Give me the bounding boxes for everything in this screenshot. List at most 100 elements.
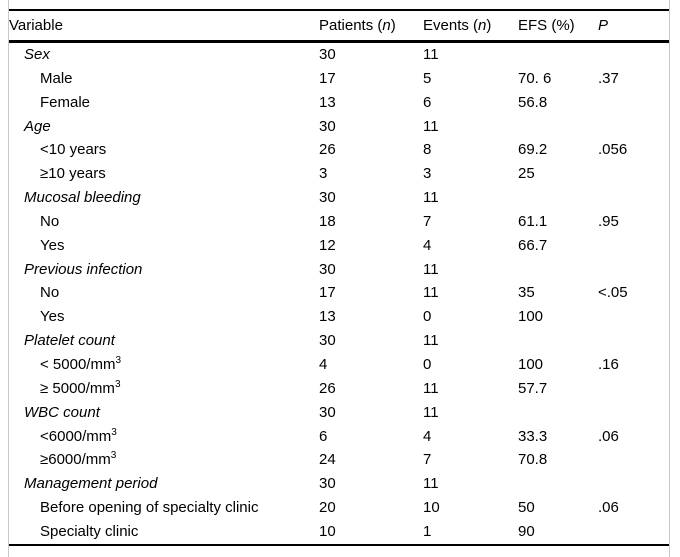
table-row: Sex 30 11 (9, 42, 669, 67)
p-cell (598, 520, 669, 545)
variable-cell: <6000/mm3 (40, 426, 117, 445)
p-cell: .16 (598, 355, 619, 373)
patients-cell: 17 (319, 284, 336, 302)
variable-cell: Mucosal bleeding (24, 189, 141, 207)
p-cell (598, 91, 669, 115)
variable-cell: Before opening of specialty clinic (40, 499, 259, 517)
patients-cell: 30 (319, 260, 336, 278)
events-cell: 0 (423, 308, 432, 326)
events-cell: 11 (423, 189, 439, 207)
p-cell (598, 234, 669, 258)
variable-cell: Specialty clinic (40, 522, 139, 540)
patients-cell: 3 (319, 165, 328, 183)
superscript-unit: 3 (115, 354, 122, 366)
patients-cell: 10 (319, 522, 336, 540)
patients-cell: 30 (319, 46, 336, 63)
variable-cell: Platelet count (24, 332, 115, 350)
efs-cell: 57.7 (518, 379, 548, 397)
table-row: < 5000/mm3 4 0 100 .16 (9, 353, 669, 377)
table-row: Management period 30 11 (9, 472, 669, 496)
events-cell: 11 (423, 260, 439, 278)
patients-cell: 4 (319, 355, 328, 373)
p-cell (598, 162, 669, 186)
patients-cell: 30 (319, 403, 336, 421)
efs-cell: 66.7 (518, 236, 548, 254)
column-header-text: Variable (9, 17, 63, 34)
column-header-events: Events (n) (423, 10, 518, 42)
p-cell: .056 (598, 141, 628, 159)
variable-cell: Female (40, 93, 91, 111)
column-header-text: Events ( (423, 17, 479, 34)
variable-cell: WBC count (24, 403, 100, 421)
efs-cell: 25 (518, 165, 535, 183)
patients-cell: 18 (319, 212, 336, 230)
p-cell (598, 258, 669, 282)
variable-cell: Previous infection (24, 260, 143, 278)
efs-cell: 33.3 (518, 427, 548, 445)
table-row: Yes 13 0 100 (9, 305, 669, 329)
patients-cell: 30 (319, 117, 336, 135)
efs-cell: 50 (518, 499, 535, 517)
table-row: Yes 12 4 66.7 (9, 234, 669, 258)
table-body: Sex 30 11 Male 17 5 70. 6.37 Female 13 6 56.8 Age 30… (9, 42, 669, 545)
patients-cell: 30 (319, 332, 336, 350)
efs-cell (518, 115, 598, 139)
variable-cell: Yes (40, 236, 65, 254)
efs-cell: 100 (518, 308, 544, 326)
header-row: Variable Patients (n) Events (n) EFS (%) P (9, 10, 669, 42)
efs-cell (518, 258, 598, 282)
p-cell: .95 (598, 212, 619, 230)
patients-cell: 30 (319, 475, 336, 493)
patients-cell: 26 (319, 379, 336, 397)
variable-cell: Age (24, 117, 51, 135)
table-row: ≥10 years 3 3 25 (9, 162, 669, 186)
efs-cell (518, 42, 598, 67)
efs-cell (518, 186, 598, 210)
table-row: Platelet count 30 11 (9, 329, 669, 353)
superscript-unit: 3 (114, 378, 121, 390)
table-row: Before opening of specialty clinic 20 10 50… (9, 496, 669, 520)
events-cell: 11 (423, 332, 439, 350)
p-cell (598, 401, 669, 425)
table-row: No 17 11 35 <.05 (9, 281, 669, 305)
patients-cell: 12 (319, 236, 336, 254)
efs-cell: 90 (518, 522, 535, 540)
events-cell: 11 (423, 284, 439, 302)
p-cell (598, 305, 669, 329)
p-cell (598, 448, 669, 472)
efs-cell: 70. 6 (518, 69, 552, 87)
superscript-unit: 3 (111, 426, 117, 438)
efs-cell: 35 (518, 284, 535, 302)
efs-cell: 70.8 (518, 451, 548, 469)
column-header-text: EFS (%) (518, 17, 575, 34)
variable-cell: Yes (40, 308, 65, 326)
efs-cell (518, 472, 598, 496)
column-header-text: P (598, 17, 609, 34)
p-cell: <.05 (598, 284, 628, 302)
table-row: ≥ 5000/mm3 26 11 57.7 (9, 377, 669, 401)
variable-cell: ≥6000/mm3 (40, 450, 117, 469)
patients-cell: 30 (319, 189, 336, 207)
events-cell: 11 (423, 379, 439, 397)
events-cell: 7 (423, 212, 432, 230)
patients-cell: 13 (319, 308, 336, 326)
table-row: Specialty clinic 10 1 90 (9, 520, 669, 545)
variable-cell: ≥ 5000/mm3 (40, 378, 121, 397)
variable-cell: Sex (24, 46, 50, 63)
events-cell: 11 (423, 475, 439, 493)
variable-cell: <10 years (40, 141, 107, 159)
p-cell: .06 (598, 499, 619, 517)
variable-cell: Male (40, 69, 73, 87)
events-cell: 11 (423, 403, 439, 421)
events-cell: 0 (423, 355, 432, 373)
superscript-unit: 3 (110, 450, 117, 462)
table-row: Previous infection 30 11 (9, 258, 669, 282)
p-cell (598, 472, 669, 496)
events-cell: 11 (423, 117, 439, 135)
p-cell (598, 42, 669, 67)
p-cell (598, 329, 669, 353)
column-header-text: n (478, 17, 487, 34)
efs-cell: 69.2 (518, 141, 548, 159)
patients-cell: 24 (319, 451, 336, 469)
patients-cell: 20 (319, 499, 336, 517)
